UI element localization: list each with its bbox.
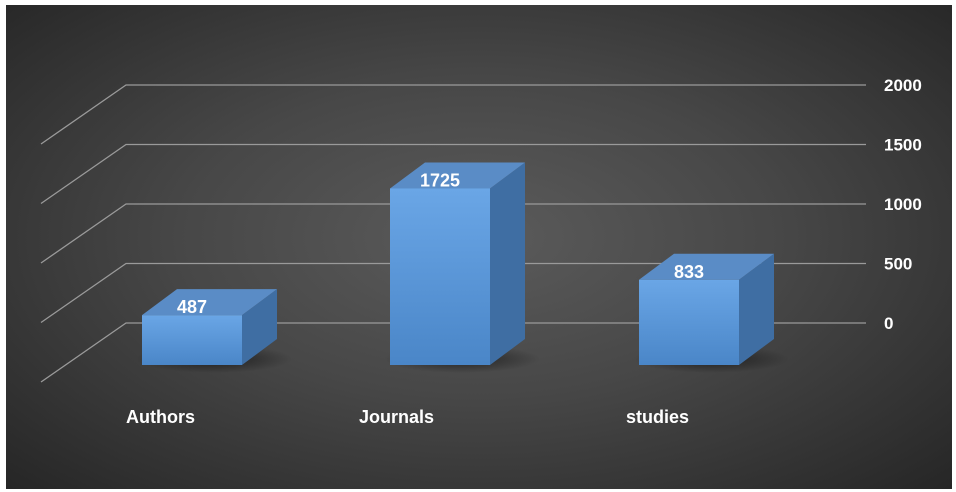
y-tick-label: 2000 bbox=[884, 76, 922, 95]
bar bbox=[639, 279, 739, 365]
bar-top bbox=[142, 289, 277, 316]
chart-frame: 0 500 1000 1500 2000 487 1725 833 Authors Journ… bbox=[6, 5, 952, 489]
y-tick-label: 1000 bbox=[884, 195, 922, 214]
y-tick-label: 500 bbox=[884, 255, 912, 274]
category-label: Journals bbox=[359, 407, 434, 427]
y-axis-ticks: 0 500 1000 1500 2000 bbox=[884, 76, 922, 333]
bar-side bbox=[242, 289, 277, 365]
y-tick-label: 0 bbox=[884, 314, 893, 333]
gridline bbox=[40, 84, 866, 145]
bar-top bbox=[639, 253, 774, 280]
bar-side bbox=[490, 162, 525, 365]
category-label: Authors bbox=[126, 407, 195, 427]
bar-side bbox=[739, 253, 774, 365]
gridline bbox=[40, 322, 866, 383]
bar-chart-3d: 0 500 1000 1500 2000 487 1725 833 Authors Journ… bbox=[40, 76, 922, 427]
gridline bbox=[40, 203, 866, 264]
category-labels: Authors Journals studies bbox=[126, 407, 689, 427]
gridline bbox=[40, 262, 866, 324]
data-label: 833 bbox=[674, 262, 704, 282]
bar bbox=[390, 188, 490, 365]
category-label: studies bbox=[626, 407, 689, 427]
bars bbox=[142, 162, 774, 365]
bar bbox=[142, 315, 242, 365]
gridline bbox=[40, 143, 866, 205]
data-label: 487 bbox=[177, 297, 207, 317]
gridlines bbox=[40, 84, 866, 383]
bar-top bbox=[390, 162, 525, 189]
data-labels: 487 1725 833 bbox=[177, 170, 704, 317]
y-tick-label: 1500 bbox=[884, 136, 922, 155]
data-label: 1725 bbox=[420, 170, 460, 190]
